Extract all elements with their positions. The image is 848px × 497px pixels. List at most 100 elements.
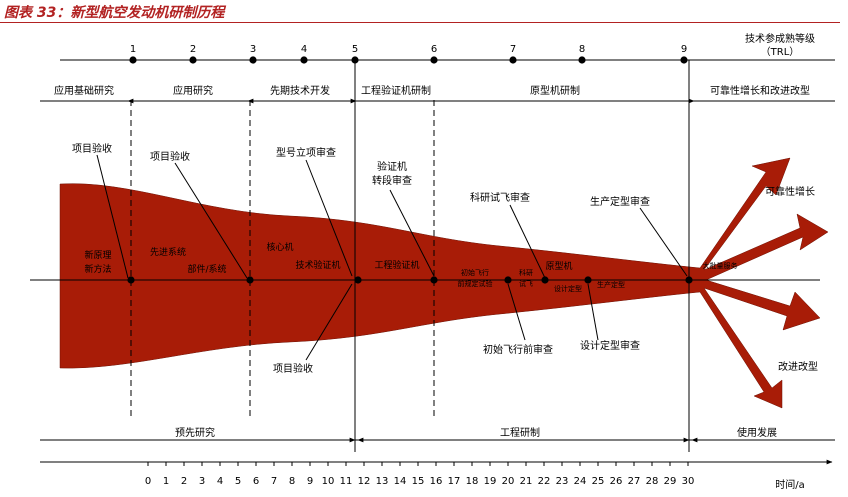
trl-level-dot bbox=[249, 56, 257, 64]
phase-label-reliability: 可靠性增长和改进改型 bbox=[710, 84, 810, 97]
trl-level-label: 7 bbox=[510, 44, 516, 55]
inner-new-method: 新方法 bbox=[84, 263, 111, 275]
trl-level-dot bbox=[509, 56, 517, 64]
time-tick-label: 9 bbox=[307, 476, 313, 487]
time-tick-label: 4 bbox=[217, 476, 223, 487]
callout-design-review: 设计定型审查 bbox=[580, 339, 640, 352]
time-tick-label: 5 bbox=[235, 476, 241, 487]
time-tick-label: 14 bbox=[394, 476, 407, 487]
inner-prototype: 原型机 bbox=[545, 260, 572, 272]
milestone-dot bbox=[584, 276, 592, 284]
bottom-phase-usage: 使用发展 bbox=[737, 426, 777, 439]
inner-sci-flight-2: 试飞 bbox=[519, 279, 533, 288]
figure-title: 图表 33：新型航空发动机研制历程 bbox=[4, 5, 225, 21]
inner-first-flight-1: 初始飞行 bbox=[461, 268, 489, 277]
time-tick-label: 19 bbox=[484, 476, 497, 487]
callout-leaders bbox=[96, 154, 688, 361]
time-tick-label: 13 bbox=[376, 476, 389, 487]
inner-first-flight-2: 前规定试验 bbox=[458, 279, 493, 288]
trl-level-dot bbox=[300, 56, 308, 64]
callout-production-review: 生产定型审查 bbox=[590, 195, 650, 208]
trl-level-dot bbox=[680, 56, 688, 64]
phase-label-applied-research: 应用研究 bbox=[173, 84, 213, 97]
time-tick-label: 7 bbox=[271, 476, 277, 487]
time-axis-label: 时间/a bbox=[775, 478, 805, 491]
trl-level-label: 3 bbox=[250, 44, 256, 55]
milestone-dot bbox=[127, 276, 135, 284]
time-tick-label: 21 bbox=[520, 476, 533, 487]
time-tick-label: 15 bbox=[412, 476, 425, 487]
trl-level-label: 4 bbox=[301, 44, 307, 55]
time-tick-label: 12 bbox=[358, 476, 371, 487]
time-tick-label: 2 bbox=[181, 476, 187, 487]
phase-label-eng-verif: 工程验证机研制 bbox=[361, 84, 431, 97]
time-tick-label: 30 bbox=[682, 476, 695, 487]
milestone-dot bbox=[685, 276, 693, 284]
trl-level-dot bbox=[129, 56, 137, 64]
development-funnel bbox=[59, 157, 829, 409]
inner-mass-production: 大批量服务 bbox=[703, 261, 738, 270]
time-tick-label: 26 bbox=[610, 476, 623, 487]
milestone-dot bbox=[504, 276, 512, 284]
bottom-phase-engineering: 工程研制 bbox=[500, 426, 540, 439]
time-axis-ticks: 0 1 2 3 4 5 6 7 8 9 10 11 12 13 14 15 16 17 18 19 20 21 22 23 24… bbox=[145, 462, 695, 487]
time-tick-label: 10 bbox=[322, 476, 335, 487]
inner-advanced-system: 先进系统 bbox=[150, 246, 186, 258]
trl-level-dot bbox=[578, 56, 586, 64]
trl-header-line1: 技术参成熟等级 bbox=[745, 32, 815, 45]
milestone-dot bbox=[354, 276, 362, 284]
trl-level-label: 1 bbox=[130, 44, 136, 55]
title-underline bbox=[0, 22, 840, 23]
inner-eng-verif-engine: 工程验证机 bbox=[374, 259, 419, 271]
time-tick-label: 24 bbox=[574, 476, 587, 487]
callout-verif-review-line2: 转段审查 bbox=[372, 174, 412, 187]
milestone-dot bbox=[246, 276, 254, 284]
time-tick-label: 28 bbox=[646, 476, 659, 487]
milestone-dots bbox=[127, 276, 693, 284]
trl-level-dot bbox=[189, 56, 197, 64]
inner-core-engine: 核心机 bbox=[266, 241, 293, 253]
trl-level-label: 9 bbox=[681, 44, 687, 55]
time-tick-label: 6 bbox=[253, 476, 259, 487]
time-tick-label: 20 bbox=[502, 476, 515, 487]
inner-design-final: 设计定型 bbox=[554, 284, 582, 293]
time-tick-label: 0 bbox=[145, 476, 151, 487]
time-tick-label: 22 bbox=[538, 476, 551, 487]
callout-project-accept-1: 项目验收 bbox=[72, 142, 112, 155]
time-tick-label: 11 bbox=[340, 476, 353, 487]
callout-verif-review-line1: 验证机 bbox=[377, 160, 407, 173]
trl-header-line2: （TRL） bbox=[761, 46, 800, 58]
arrow-label-reliability: 可靠性增长 bbox=[765, 185, 815, 198]
trl-ticks: 1 2 3 4 5 6 7 8 9 bbox=[129, 44, 688, 64]
callout-first-flight-review: 初始飞行前审查 bbox=[483, 343, 553, 356]
time-tick-label: 8 bbox=[289, 476, 295, 487]
inner-component-system: 部件/系统 bbox=[187, 263, 226, 275]
trl-level-label: 5 bbox=[352, 44, 358, 55]
trl-level-label: 2 bbox=[190, 44, 196, 55]
milestone-dot bbox=[541, 276, 549, 284]
inner-tech-verif-engine: 技术验证机 bbox=[295, 259, 340, 271]
time-tick-label: 18 bbox=[466, 476, 479, 487]
phase-label-prototype: 原型机研制 bbox=[530, 84, 580, 97]
time-tick-label: 17 bbox=[448, 476, 461, 487]
time-tick-label: 29 bbox=[664, 476, 677, 487]
phase-label-basic-research: 应用基础研究 bbox=[54, 84, 114, 97]
milestone-dot bbox=[430, 276, 438, 284]
bottom-phase-pre-research: 预先研究 bbox=[175, 426, 215, 439]
inner-production-final: 生产定型 bbox=[597, 280, 625, 289]
time-tick-label: 25 bbox=[592, 476, 605, 487]
callout-project-accept-2: 项目验收 bbox=[150, 150, 190, 163]
time-tick-label: 27 bbox=[628, 476, 641, 487]
callout-project-accept-3: 项目验收 bbox=[273, 362, 313, 375]
trl-level-label: 8 bbox=[579, 44, 585, 55]
trl-level-dot bbox=[430, 56, 438, 64]
arrow-label-improve: 改进改型 bbox=[778, 360, 818, 373]
inner-new-principle: 新原理 bbox=[84, 249, 111, 261]
time-tick-label: 16 bbox=[430, 476, 443, 487]
time-tick-label: 3 bbox=[199, 476, 205, 487]
phase-label-advanced-tech: 先期技术开发 bbox=[270, 84, 330, 97]
inner-sci-flight-1: 科研 bbox=[519, 268, 533, 277]
trl-level-label: 6 bbox=[431, 44, 437, 55]
